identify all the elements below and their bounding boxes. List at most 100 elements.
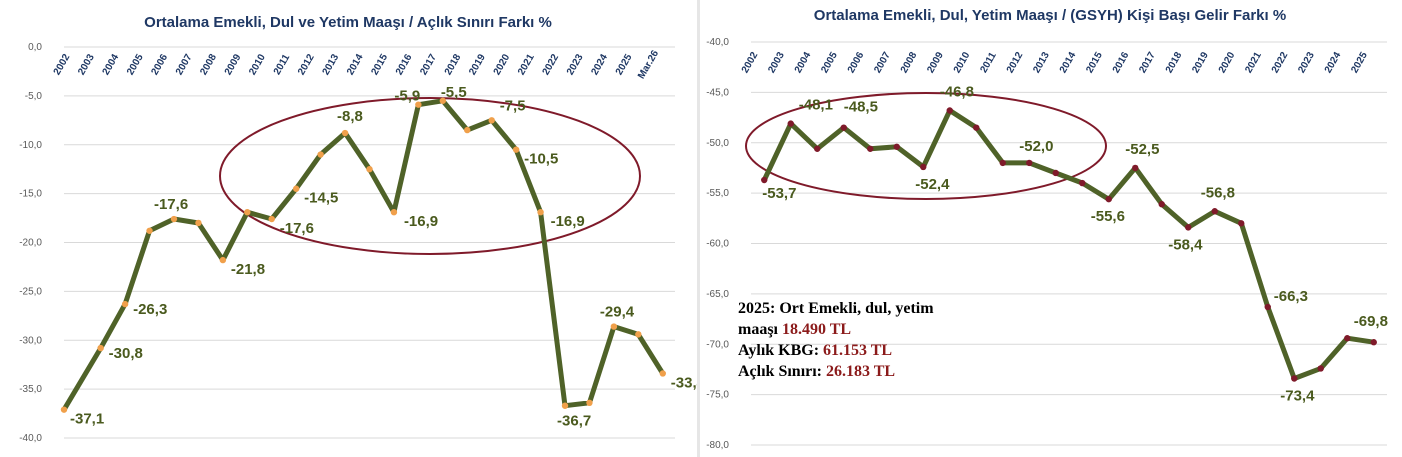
- x-tick-label: 2022: [1270, 50, 1291, 75]
- data-label: -53,7: [762, 185, 796, 202]
- data-point: [1211, 208, 1218, 215]
- data-label: -17,6: [280, 220, 314, 237]
- x-tick-label: 2023: [565, 52, 586, 77]
- data-point: [1158, 201, 1165, 208]
- data-point: [1026, 159, 1033, 167]
- y-tick-label: -40,0: [19, 433, 42, 444]
- x-tick-label: 2002: [52, 52, 73, 77]
- data-label: -5,5: [441, 84, 467, 101]
- x-tick-label: 2009: [925, 50, 946, 75]
- data-point: [317, 151, 324, 158]
- data-point: [268, 215, 275, 223]
- x-tick-label: 2007: [174, 52, 195, 77]
- x-tick-label: 2013: [321, 52, 342, 77]
- data-label: -5,9: [394, 88, 420, 105]
- x-tick-label: 2011: [978, 50, 999, 75]
- y-tick-label: -15,0: [19, 189, 42, 200]
- highlight-ellipse: [745, 92, 1107, 200]
- data-point: [1052, 169, 1059, 177]
- data-label: -14,5: [304, 190, 338, 207]
- data-point: [292, 185, 300, 192]
- x-tick-label: 2013: [1031, 50, 1052, 75]
- y-tick-label: -80,0: [706, 440, 729, 451]
- data-label: -56,8: [1201, 184, 1235, 201]
- data-label: -69,8: [1354, 313, 1388, 330]
- data-point: [195, 219, 202, 227]
- data-point: [121, 300, 129, 308]
- data-label: -29,4: [600, 304, 635, 321]
- data-label: -73,4: [1280, 388, 1315, 405]
- x-tick-label: 2020: [1217, 50, 1238, 75]
- x-tick-label: 2017: [418, 52, 439, 77]
- y-tick-label: -55,0: [706, 188, 729, 199]
- y-tick-label: -30,0: [19, 335, 42, 346]
- data-label: -17,6: [154, 196, 188, 213]
- data-label: -33,4: [671, 374, 697, 391]
- data-label: -26,3: [133, 301, 167, 318]
- highlight-ellipse: [219, 97, 641, 255]
- data-point: [537, 208, 544, 216]
- x-tick-label: 2010: [952, 50, 973, 75]
- data-point: [415, 101, 422, 108]
- x-tick-label: 2002: [740, 50, 761, 75]
- x-tick-label: 2004: [793, 50, 814, 75]
- data-point: [920, 163, 927, 171]
- y-tick-label: -60,0: [706, 239, 729, 250]
- data-label: -58,4: [1168, 236, 1203, 253]
- x-tick-label: 2005: [819, 50, 840, 75]
- data-point: [366, 165, 373, 173]
- data-point: [488, 117, 495, 124]
- data-label: -55,6: [1091, 208, 1125, 225]
- data-label: -52,5: [1125, 141, 1159, 158]
- data-label: -21,8: [231, 261, 265, 278]
- data-label: -8,8: [337, 108, 363, 125]
- data-label: -36,7: [557, 413, 591, 430]
- y-tick-label: -70,0: [706, 339, 729, 350]
- chart-right-svg: Ortalama Emekli, Dul, Yetim Maaşı / (GSY…: [706, 7, 1388, 451]
- y-tick-label: -45,0: [706, 87, 729, 98]
- x-tick-label: 2018: [1164, 50, 1185, 75]
- x-tick-label: 2009: [223, 52, 244, 77]
- data-point: [893, 143, 900, 150]
- y-tick-label: -5,0: [25, 91, 43, 102]
- x-tick-label: 2023: [1296, 50, 1317, 75]
- data-point: [97, 344, 104, 352]
- chart-right: Ortalama Emekli, Dul, Yetim Maaşı / (GSY…: [700, 0, 1402, 457]
- panel-divider: [697, 0, 700, 457]
- x-tick-label: 2006: [149, 52, 170, 77]
- data-label: -48,1: [799, 97, 833, 114]
- x-tick-label: 2015: [369, 52, 390, 77]
- data-point: [561, 402, 569, 409]
- x-tick-label: 2017: [1137, 50, 1158, 75]
- data-label: -30,8: [109, 345, 143, 362]
- data-point: [1317, 365, 1324, 372]
- x-tick-label: 2019: [1190, 50, 1211, 75]
- data-point: [244, 208, 251, 216]
- x-tick-label: 2016: [1111, 50, 1132, 75]
- data-point: [1264, 303, 1271, 311]
- data-point: [840, 124, 847, 131]
- x-tick-label: 2021: [1243, 50, 1264, 75]
- x-tick-label: 2008: [899, 50, 920, 75]
- chart-left: Ortalama Emekli, Dul ve Yetim Maaşı / Aç…: [0, 0, 697, 457]
- data-point: [946, 107, 953, 114]
- data-label: -10,5: [524, 151, 558, 168]
- x-tick-label: Mar.26: [636, 48, 661, 81]
- data-point: [1344, 335, 1351, 342]
- x-tick-label: 2014: [345, 52, 366, 77]
- data-point: [464, 126, 471, 134]
- data-point: [1370, 339, 1377, 346]
- data-point: [659, 370, 666, 377]
- y-tick-label: -75,0: [706, 390, 729, 401]
- data-point: [867, 145, 874, 152]
- data-label: -52,0: [1019, 138, 1053, 155]
- info-line2-prefix: maaşı: [738, 321, 782, 338]
- x-tick-label: 2019: [467, 52, 488, 77]
- data-point: [999, 159, 1006, 167]
- x-tick-label: 2025: [614, 52, 635, 77]
- x-tick-label: 2010: [247, 52, 268, 77]
- data-point: [1079, 179, 1086, 187]
- x-tick-label: 2024: [589, 52, 610, 77]
- data-point: [814, 145, 821, 152]
- info-line4-value: 26.183 TL: [826, 363, 896, 380]
